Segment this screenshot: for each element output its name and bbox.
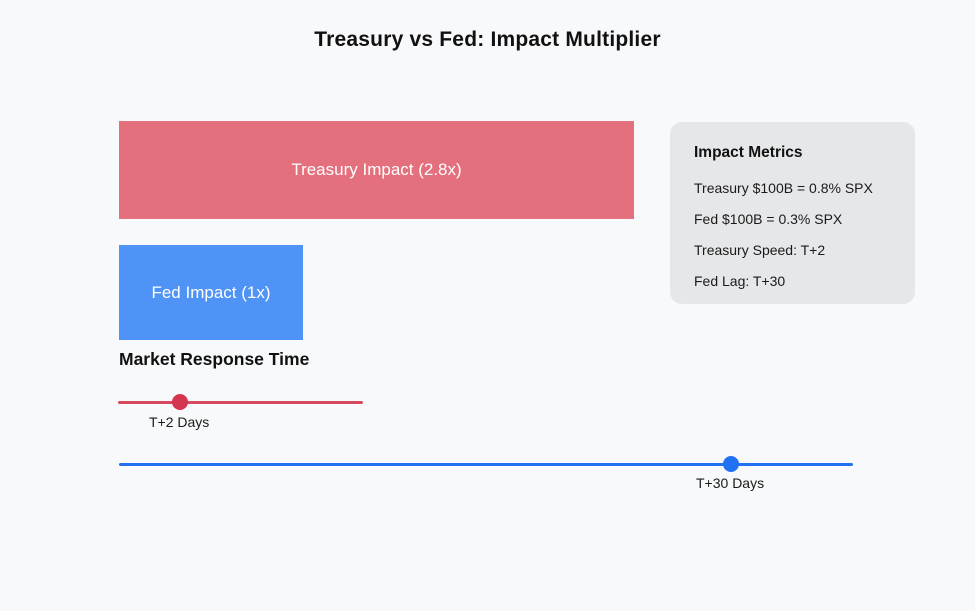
fed-slider-handle[interactable] bbox=[723, 456, 739, 472]
impact-metrics-title: Impact Metrics bbox=[694, 144, 803, 161]
metric-fed-lag: Fed Lag: T+30 bbox=[694, 273, 786, 289]
metric-treasury-spx: Treasury $100B = 0.8% SPX bbox=[694, 180, 873, 196]
impact-metrics-panel: Impact Metrics Treasury $100B = 0.8% SPX… bbox=[670, 122, 915, 304]
page-title: Treasury vs Fed: Impact Multiplier bbox=[314, 28, 661, 51]
fed-slider-track[interactable] bbox=[119, 456, 853, 472]
treasury-slider-label: T+2 Days bbox=[149, 414, 210, 430]
treasury-impact-bar: Treasury Impact (2.8x) bbox=[119, 121, 634, 219]
market-response-time-title: Market Response Time bbox=[119, 349, 310, 369]
fed-impact-bar: Fed Impact (1x) bbox=[119, 245, 303, 340]
fed-response-slider[interactable]: T+30 Days bbox=[119, 456, 853, 491]
fed-impact-bar-label: Fed Impact (1x) bbox=[151, 282, 271, 302]
treasury-impact-bar-label: Treasury Impact (2.8x) bbox=[291, 160, 462, 179]
metric-treasury-speed: Treasury Speed: T+2 bbox=[694, 242, 826, 258]
treasury-response-slider[interactable]: T+2 Days bbox=[118, 394, 363, 430]
fed-slider-label: T+30 Days bbox=[696, 475, 765, 491]
treasury-slider-track[interactable] bbox=[118, 394, 363, 410]
treasury-slider-handle[interactable] bbox=[172, 394, 188, 410]
metric-fed-spx: Fed $100B = 0.3% SPX bbox=[694, 211, 843, 227]
